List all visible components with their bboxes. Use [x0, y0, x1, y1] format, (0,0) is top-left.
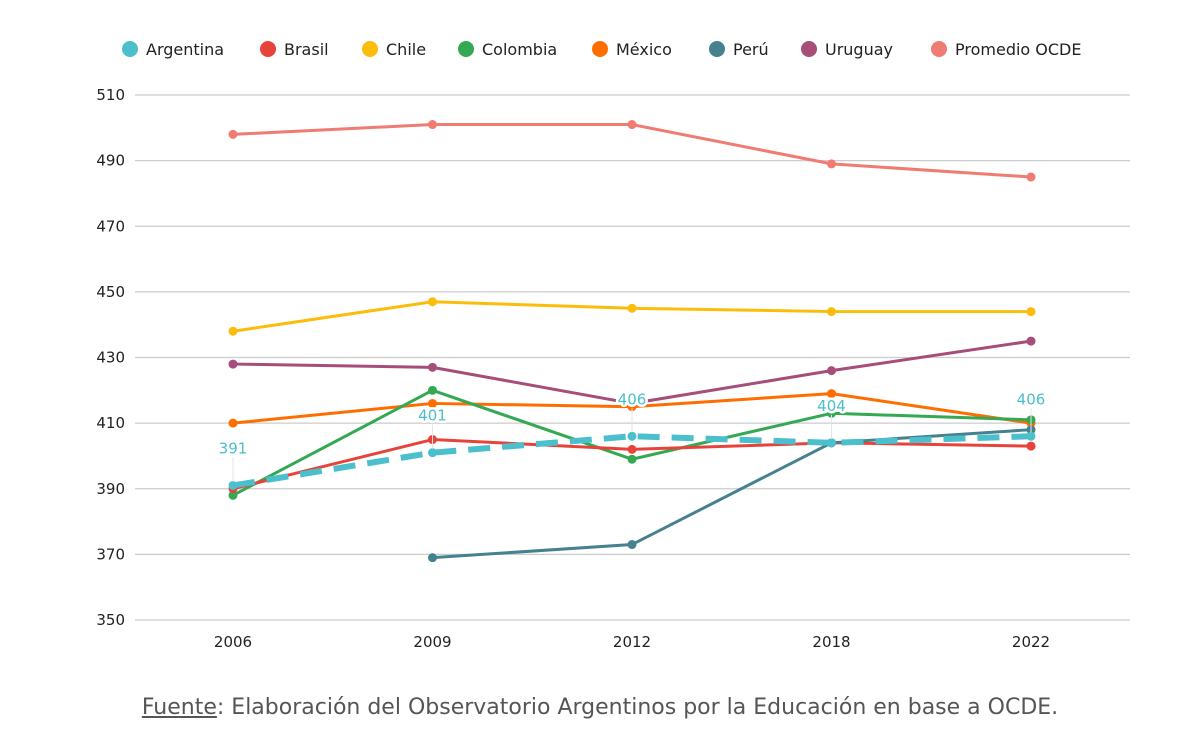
- data-point: [1026, 336, 1036, 346]
- x-tick-label: 2012: [613, 633, 651, 651]
- series-line-perú: [432, 428, 1032, 560]
- y-tick-label: 490: [96, 152, 125, 170]
- source-text: : Elaboración del Observatorio Argentino…: [216, 695, 1059, 720]
- y-tick-label: 450: [96, 283, 125, 301]
- data-point: [627, 540, 637, 550]
- data-point: [428, 297, 437, 307]
- legend-marker: [801, 41, 817, 57]
- data-point: [827, 307, 836, 317]
- legend-marker: [592, 41, 608, 57]
- legend-label: Uruguay: [825, 40, 893, 59]
- data-point: [228, 359, 238, 369]
- y-tick-label: 370: [96, 545, 125, 563]
- y-tick-label: 390: [96, 480, 125, 498]
- data-point: [827, 159, 836, 169]
- data-point: [1026, 441, 1036, 451]
- source-note: Fuente: Elaboración del Observatorio Arg…: [0, 695, 1200, 720]
- y-tick-label: 410: [96, 414, 125, 432]
- legend-label: Colombia: [482, 40, 557, 59]
- legend-label: Brasil: [284, 40, 329, 59]
- legend-marker: [931, 41, 947, 57]
- source-label: Fuente: [141, 695, 217, 720]
- data-point: [627, 303, 637, 313]
- data-point: [627, 444, 637, 454]
- legend-label: Chile: [386, 40, 426, 59]
- data-point: [428, 448, 437, 458]
- line-chart: 350 370 390 410 430 450 470 490 510 2006 2009 2012 2…: [96, 40, 1130, 651]
- legend-marker: [362, 41, 378, 57]
- x-tick-label: 2022: [1012, 633, 1050, 651]
- legend-marker: [458, 41, 474, 57]
- data-point: [627, 454, 637, 464]
- data-point: [428, 362, 437, 372]
- legend-marker: [260, 41, 276, 57]
- data-label: 406: [618, 390, 647, 408]
- y-tick-label: 430: [96, 349, 125, 367]
- data-point: [627, 402, 637, 412]
- legend-marker: [122, 41, 138, 57]
- y-tick-label: 470: [96, 217, 125, 235]
- data-point: [228, 326, 238, 336]
- data-point: [228, 129, 238, 139]
- data-point: [228, 490, 238, 500]
- data-point: [1026, 172, 1036, 182]
- data-label: 401: [418, 407, 447, 425]
- y-tick-label: 350: [96, 611, 125, 629]
- data-point: [827, 438, 836, 448]
- x-tick-label: 2009: [413, 633, 451, 651]
- y-tick-label: 510: [96, 86, 125, 104]
- data-point: [827, 389, 836, 399]
- x-tick-label: 2006: [214, 633, 252, 651]
- data-point: [827, 366, 836, 376]
- data-point: [228, 418, 238, 428]
- data-point: [228, 480, 238, 490]
- legend-label: Promedio OCDE: [955, 40, 1081, 59]
- data-point: [1026, 431, 1036, 441]
- data-point: [627, 431, 637, 441]
- legend-label: Perú: [733, 40, 769, 59]
- data-point: [827, 408, 836, 418]
- legend-label: México: [616, 40, 672, 59]
- legend-marker: [709, 41, 725, 57]
- data-label: 404: [817, 397, 846, 415]
- data-point: [1026, 307, 1036, 317]
- data-label: 406: [1017, 390, 1046, 408]
- data-label: 391: [219, 439, 248, 457]
- data-point: [428, 120, 437, 130]
- data-point: [428, 398, 437, 408]
- data-point: [428, 553, 437, 563]
- data-point: [428, 385, 437, 395]
- x-tick-label: 2018: [812, 633, 850, 651]
- series-line-promedio-ocde: [232, 123, 1032, 179]
- data-point: [627, 120, 637, 130]
- legend-label: Argentina: [146, 40, 224, 59]
